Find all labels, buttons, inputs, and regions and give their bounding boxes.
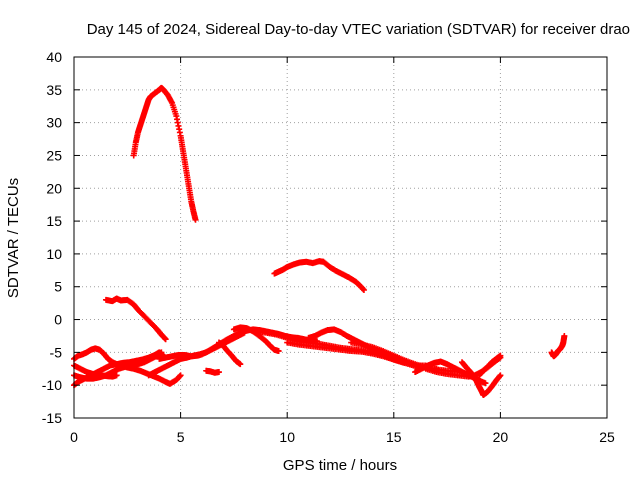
data-point	[113, 372, 120, 379]
data-points	[71, 84, 568, 399]
x-tick-label: 25	[599, 429, 615, 445]
y-tick-label: -10	[42, 377, 62, 393]
y-tick-label: 40	[46, 49, 62, 65]
series-arc-10	[203, 367, 222, 376]
y-axis-label: SDTVAR / TECUs	[5, 178, 22, 298]
y-tick-label: 25	[46, 147, 62, 163]
x-tick-label: 5	[177, 429, 185, 445]
series-arc-19	[459, 359, 504, 399]
series-arc-16	[348, 339, 461, 375]
y-tick-label: 15	[46, 213, 62, 229]
grid	[74, 57, 607, 418]
y-tick-label: -5	[50, 344, 63, 360]
y-tick-label: 20	[46, 180, 62, 196]
series-arc-11	[215, 339, 244, 368]
data-point	[497, 352, 504, 359]
data-point	[192, 216, 199, 223]
y-tick-label: 0	[54, 312, 62, 328]
data-point	[162, 336, 169, 343]
data-point	[561, 332, 568, 339]
x-tick-label: 10	[279, 429, 295, 445]
y-tick-label: -15	[42, 410, 62, 426]
data-point	[482, 380, 489, 387]
series-arc-mid	[271, 258, 367, 294]
x-tick-label: 20	[493, 429, 509, 445]
y-tick-label: 5	[54, 279, 62, 295]
y-tick-label: 10	[46, 246, 62, 262]
y-tick-label: 30	[46, 115, 62, 131]
x-axis-label: GPS time / hours	[283, 457, 397, 474]
series-arc-2	[102, 295, 169, 343]
data-point	[360, 287, 367, 294]
chart-title: Day 145 of 2024, Sidereal Day-to-day VTE…	[87, 21, 630, 38]
plot-frame	[73, 56, 608, 419]
data-point	[497, 372, 504, 379]
axes: 0 5 10 15 20 25 -15 -10 -5 0 5 10 15 20 25 30 35 40	[42, 49, 615, 445]
series-arc-12	[230, 324, 282, 355]
data-point	[237, 361, 244, 368]
series-arc-21	[548, 332, 568, 360]
data-point	[275, 348, 282, 355]
x-tick-label: 0	[70, 429, 78, 445]
series-arc-20	[476, 352, 504, 379]
data-point	[177, 372, 184, 379]
x-tick-label: 15	[386, 429, 402, 445]
data-point	[215, 369, 222, 376]
y-tick-label: 35	[46, 82, 62, 98]
series-arc-high	[130, 84, 199, 223]
